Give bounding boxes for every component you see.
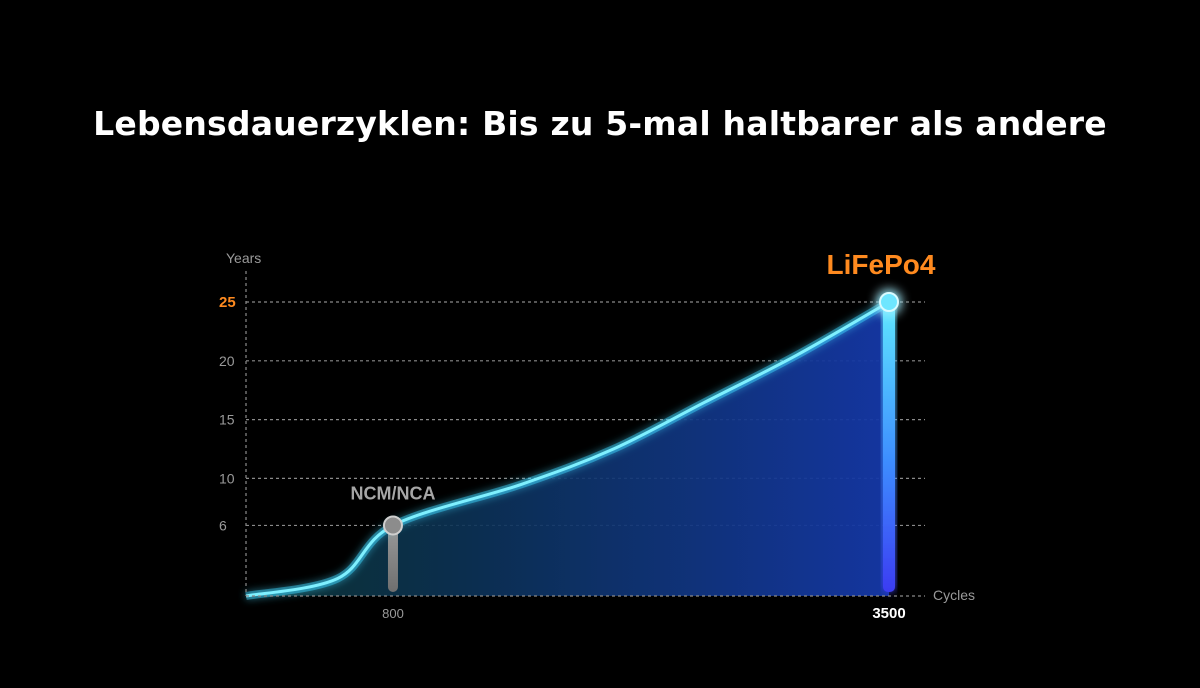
x-tick-label: 3500	[872, 605, 905, 622]
ncm-bar	[387, 525, 398, 592]
area-fill	[246, 302, 889, 596]
x-axis-label: Cycles	[933, 587, 975, 603]
y-tick-label: 15	[219, 412, 235, 428]
data-points: NCM/NCA LiFePo4	[350, 249, 936, 536]
y-tick-label: 10	[219, 470, 235, 486]
y-axis-label: Years	[226, 250, 261, 266]
y-tick-label: 25	[219, 294, 236, 311]
y-tick-label: 20	[219, 353, 235, 369]
ncm-label: NCM/NCA	[350, 483, 435, 503]
lifepo4-point	[879, 292, 899, 312]
lifetime-curve	[245, 300, 890, 598]
axes: 6 10 15 20 25 800 3500	[219, 271, 925, 622]
x-tick-label: 800	[382, 606, 404, 621]
lifepo4-bar	[883, 302, 895, 592]
ncm-point	[382, 515, 403, 536]
lifepo4-label: LiFePo4	[827, 249, 936, 280]
marker-bars	[387, 302, 895, 592]
page-title: Lebensdauerzyklen: Bis zu 5-mal haltbare…	[93, 104, 1107, 143]
y-tick-label: 6	[219, 517, 227, 533]
